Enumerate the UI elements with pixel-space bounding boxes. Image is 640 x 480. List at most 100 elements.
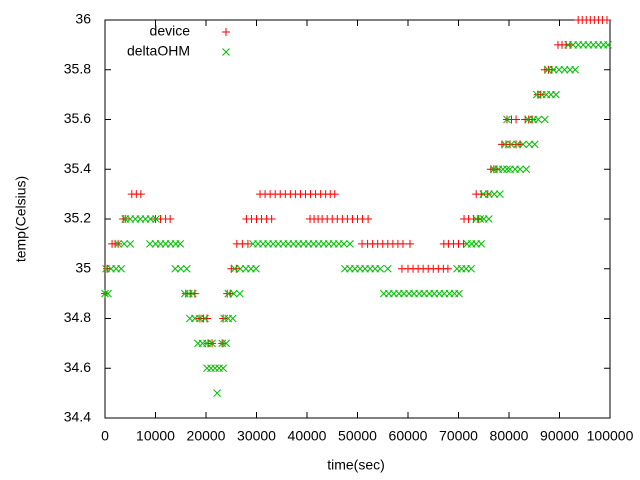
- data-point: [146, 215, 155, 223]
- x-tick-label: 60000: [389, 428, 428, 444]
- x-tick-label: 100000: [587, 428, 634, 444]
- data-point: [552, 90, 560, 99]
- data-point: [555, 65, 563, 74]
- data-point: [501, 140, 509, 149]
- x-tick-label: 30000: [237, 428, 276, 444]
- legend-marker: [222, 48, 230, 56]
- x-tick-label: 10000: [136, 428, 175, 444]
- data-point: [484, 215, 493, 223]
- data-point: [467, 264, 475, 273]
- data-point: [604, 41, 612, 49]
- data-point: [530, 140, 539, 149]
- data-point: [346, 240, 354, 248]
- data-point: [477, 240, 486, 248]
- data-point: [176, 240, 185, 248]
- x-axis-label: time(sec): [327, 457, 385, 473]
- x-tick-label: 70000: [439, 428, 478, 444]
- data-point: [252, 264, 260, 273]
- data-point: [243, 239, 252, 248]
- data-point: [516, 165, 524, 174]
- x-tick-label: 90000: [540, 428, 579, 444]
- data-point: [490, 190, 499, 198]
- data-point: [235, 289, 244, 298]
- data-point: [547, 65, 556, 74]
- data-point: [222, 339, 231, 348]
- data-point: [513, 140, 521, 149]
- data-point: [525, 140, 534, 149]
- data-point: [189, 289, 197, 298]
- data-point: [117, 264, 126, 273]
- data-point: [120, 240, 129, 248]
- data-point: [224, 289, 233, 298]
- data-point: [443, 264, 452, 273]
- data-point: [229, 289, 238, 298]
- data-point: [103, 264, 112, 273]
- y-tick-label: 34.6: [64, 359, 91, 375]
- data-point: [230, 264, 239, 273]
- data-point: [171, 264, 180, 273]
- plot-border: [104, 19, 611, 419]
- data-point: [512, 115, 521, 124]
- legend-label: device: [150, 23, 191, 39]
- data-point: [208, 339, 216, 348]
- data-point: [236, 264, 245, 273]
- data-point: [507, 140, 515, 149]
- data-point: [528, 115, 537, 124]
- x-tick-label: 80000: [490, 428, 529, 444]
- legend-marker: [222, 28, 230, 36]
- data-point: [519, 140, 527, 149]
- x-tick-label: 20000: [187, 428, 226, 444]
- y-tick-label: 35.8: [64, 60, 91, 76]
- legend-label: deltaOHM: [127, 43, 190, 59]
- data-point: [571, 65, 580, 74]
- x-tick-label: 40000: [288, 428, 327, 444]
- data-point: [560, 65, 569, 74]
- data-point: [101, 289, 109, 298]
- x-tick-label: 50000: [338, 428, 377, 444]
- y-tick-label: 36: [75, 11, 91, 27]
- data-point: [383, 264, 392, 273]
- data-point: [455, 289, 463, 298]
- data-point: [459, 239, 468, 248]
- y-tick-label: 34.8: [64, 309, 91, 325]
- data-point: [476, 215, 485, 223]
- data-point: [534, 115, 543, 124]
- data-point: [496, 190, 504, 198]
- y-tick-label: 35.4: [64, 160, 91, 176]
- y-axis-label: temp(Celsius): [13, 176, 29, 262]
- data-point: [201, 314, 209, 323]
- data-point: [126, 240, 135, 248]
- data-point: [340, 240, 348, 248]
- data-point: [146, 240, 154, 248]
- y-tick-label: 35.6: [64, 110, 91, 126]
- data-point: [544, 65, 552, 74]
- data-point: [219, 314, 228, 323]
- data-point: [267, 215, 276, 223]
- data-point: [503, 115, 511, 124]
- data-point: [232, 264, 241, 273]
- data-point: [114, 240, 122, 248]
- x-tick-label: 0: [101, 428, 109, 444]
- data-point: [213, 389, 221, 397]
- data-point: [522, 165, 531, 174]
- y-tick-label: 35.2: [64, 210, 91, 226]
- y-tick-label: 34.4: [64, 409, 91, 425]
- data-point: [330, 190, 339, 199]
- data-point: [398, 239, 407, 248]
- data-point: [536, 90, 545, 99]
- data-point: [602, 16, 611, 24]
- y-tick-label: 35: [75, 259, 91, 275]
- data-point: [376, 264, 385, 273]
- data-point: [228, 314, 237, 323]
- data-point: [166, 215, 175, 223]
- data-point: [219, 364, 228, 373]
- data-point: [136, 190, 145, 199]
- data-point: [176, 264, 185, 273]
- data-point: [152, 215, 160, 223]
- data-point: [541, 115, 549, 124]
- data-point: [483, 190, 492, 199]
- data-point: [406, 239, 415, 248]
